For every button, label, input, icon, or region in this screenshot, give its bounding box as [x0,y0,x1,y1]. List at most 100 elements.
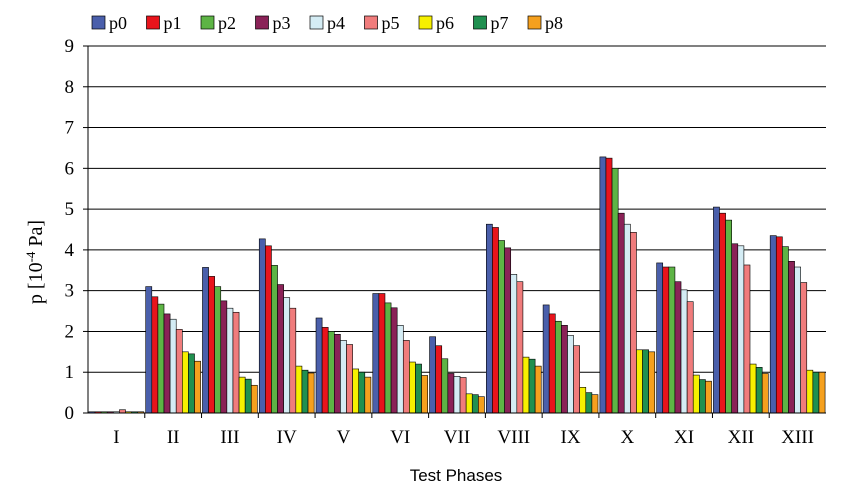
bars [88,156,826,414]
bar-p1-V [321,327,329,414]
bar-p3-VII [447,373,455,414]
legend-swatch-p1 [146,15,160,30]
bar-p5-VII [459,377,467,414]
bar-p0-VII [429,336,436,414]
bar-p0-II [145,286,153,414]
bar-p8-IX [591,394,599,414]
x-tick-label: VIII [497,427,530,448]
bar-p2-II [157,303,165,414]
bar-p4-VI [396,325,404,414]
bar-p5-XII [743,264,751,414]
bar-p6-X [636,349,643,414]
bar-p4-V [340,340,347,414]
bar-p7-VI [415,363,422,414]
bar-p4-III [226,307,234,414]
bar-p0-X [599,156,607,414]
bar-p7-XI [699,379,706,414]
bar-p7-X [642,349,649,414]
bar-p0-IV [258,238,266,414]
bar-p2-VII [441,358,449,414]
bar-p4-XIII [794,266,801,414]
legend-swatch-p5 [364,15,378,30]
bar-p5-X [630,232,637,414]
bar-p8-VI [421,375,428,414]
bar-p3-III [220,300,228,414]
legend-label-p1: p1 [164,13,182,33]
bar-p3-XI [674,281,682,414]
legend-swatch-p3 [255,15,269,30]
x-tick-label: XIII [781,427,814,448]
bar-p1-VII [435,345,443,414]
x-tick-label: X [620,427,634,448]
bar-p1-III [208,276,215,414]
x-tick-label: IX [561,427,581,448]
legend-label-p2: p2 [218,13,236,33]
bar-p2-XIII [782,246,789,414]
bar-p2-III [214,286,222,414]
bar-p7-XII [755,367,763,414]
bar-p6-VI [409,361,416,414]
x-tick-labels: I II III IV V VI VII VIII IX X XI XII XIII [113,427,814,448]
legend-label-p3: p3 [273,13,291,33]
bar-p8-VII [478,396,485,414]
bar-p1-X [605,157,613,414]
bar-p0-XII [713,206,720,414]
bar-p3-V [334,333,341,414]
legend-swatch-p0 [91,15,106,30]
bar-p8-V [364,376,372,414]
bar-p7-VII [471,394,479,414]
bar-p1-XI [662,266,670,414]
bar-p1-VI [378,293,386,414]
bar-p5-II [175,329,183,414]
bar-p5-III [232,311,240,414]
bar-p7-IX [585,392,593,414]
bar-p7-III [244,378,252,414]
y-tick-label: 0 [65,403,75,424]
bar-p0-VI [372,293,380,414]
bar-p4-IV [283,297,291,414]
legend-swatch-p8 [527,15,542,30]
bar-p4-XI [680,289,688,414]
bar-p3-XII [731,243,739,414]
bar-p4-VII [453,375,461,414]
bar-p2-V [327,331,335,414]
bar-p1-VIII [492,227,499,414]
legend-label-p6: p6 [436,13,454,33]
bar-p7-II [188,353,195,414]
bar-p2-XI [668,266,676,414]
bar-p5-XI [686,301,694,414]
legend-label-p5: p5 [382,13,400,33]
y-tick-label: 7 [65,118,75,139]
y-tick-label: 9 [65,36,75,57]
bar-p4-II [169,318,177,414]
x-tick-label: VI [390,427,410,448]
bar-p8-IV [307,372,315,414]
bar-p8-XII [761,373,769,414]
legend-label-p4: p4 [327,13,345,33]
bar-p0-IX [542,304,550,414]
bar-p6-XI [692,374,700,414]
bar-p6-III [238,376,246,414]
legend-label-p8: p8 [545,13,563,33]
x-tick-label: V [337,427,351,448]
bar-p0-VIII [486,223,493,414]
bar-p5-VI [402,340,410,414]
bar-p1-XII [719,212,726,414]
bar-p6-XIII [806,369,814,414]
y-tick-label: 4 [65,240,75,261]
bar-p7-XIII [812,371,820,414]
bar-p2-IV [271,265,278,414]
bar-p3-VI [390,307,398,414]
x-tick-label: III [220,427,239,448]
x-tick-label: IV [277,427,297,448]
bar-p6-IV [295,365,303,414]
bar-p4-VIII [510,274,518,414]
bar-p6-V [352,368,360,414]
bar-p2-XII [725,219,732,414]
bar-p1-IX [548,313,556,414]
bar-p4-X [623,223,631,414]
x-tick-label: I [113,427,119,448]
bar-p3-IV [277,284,284,414]
legend: p0 p1 p2 p3 p4 p5 p6 p7 p8 [91,13,563,33]
